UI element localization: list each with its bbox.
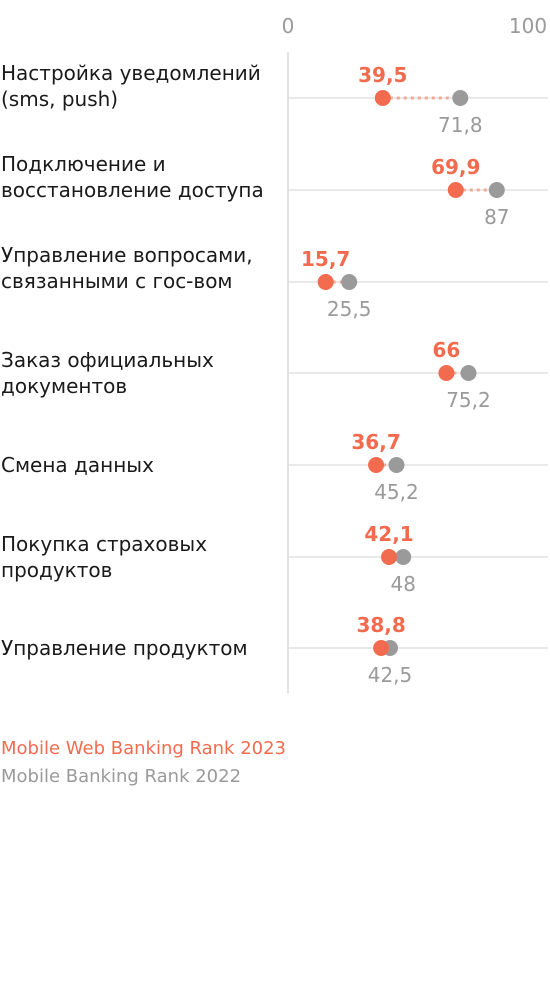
tick-label-0: 0 xyxy=(282,14,295,38)
category-label: Управление продуктом xyxy=(1,636,248,660)
dot-2022 xyxy=(452,90,469,106)
dot-2022 xyxy=(395,549,412,565)
dot-2023 xyxy=(438,365,455,381)
value-label-2023: 39,5 xyxy=(358,63,407,87)
category-label: Подключение и восстановление доступа xyxy=(1,152,264,202)
value-label-2022: 42,5 xyxy=(368,663,413,687)
dot-2022 xyxy=(460,365,477,381)
dot-2022 xyxy=(341,274,358,290)
value-label-2022: 25,5 xyxy=(327,297,372,321)
category-label: Управление вопросами, связанными с гос-в… xyxy=(1,243,253,293)
dot-2023 xyxy=(317,274,334,290)
chart-rows: 39,5 71,8 69,9 87 15,7 25,5 66 75,2 36,7 45,2 42,1… xyxy=(288,63,548,687)
value-label-2023: 38,8 xyxy=(356,613,405,637)
category-label: Смена данных xyxy=(1,453,154,477)
value-label-2022: 71,8 xyxy=(438,113,483,137)
value-label-2022: 75,2 xyxy=(446,388,491,412)
tick-label-100: 100 xyxy=(509,14,547,38)
dot-2023 xyxy=(374,90,391,106)
dot-2022 xyxy=(388,457,405,473)
dot-chart: 0 100 39,5 71,8 69,9 87 15,7 25,5 66 75,2 36,7 45… xyxy=(282,14,548,693)
dot-2023 xyxy=(368,457,385,473)
value-label-2023: 69,9 xyxy=(431,155,480,179)
dot-2023 xyxy=(373,640,390,656)
value-label-2022: 87 xyxy=(484,205,509,229)
category-label: Настройка уведомлений (sms, push) xyxy=(1,61,261,111)
value-label-2022: 48 xyxy=(390,572,415,596)
value-label-2023: 66 xyxy=(432,338,460,362)
dot-2023 xyxy=(381,549,398,565)
legend-2023: Mobile Web Banking Rank 2023 xyxy=(1,738,287,759)
value-label-2023: 42,1 xyxy=(364,522,413,546)
category-label: Заказ официальных документов xyxy=(1,348,214,398)
value-label-2023: 15,7 xyxy=(301,247,350,271)
dot-2023 xyxy=(447,182,464,198)
dot-2022 xyxy=(488,182,505,198)
category-label: Покупка страховых продуктов xyxy=(1,532,208,582)
value-label-2023: 36,7 xyxy=(351,430,400,454)
value-label-2022: 45,2 xyxy=(374,480,419,504)
legend-2022: Mobile Banking Rank 2022 xyxy=(1,766,242,787)
